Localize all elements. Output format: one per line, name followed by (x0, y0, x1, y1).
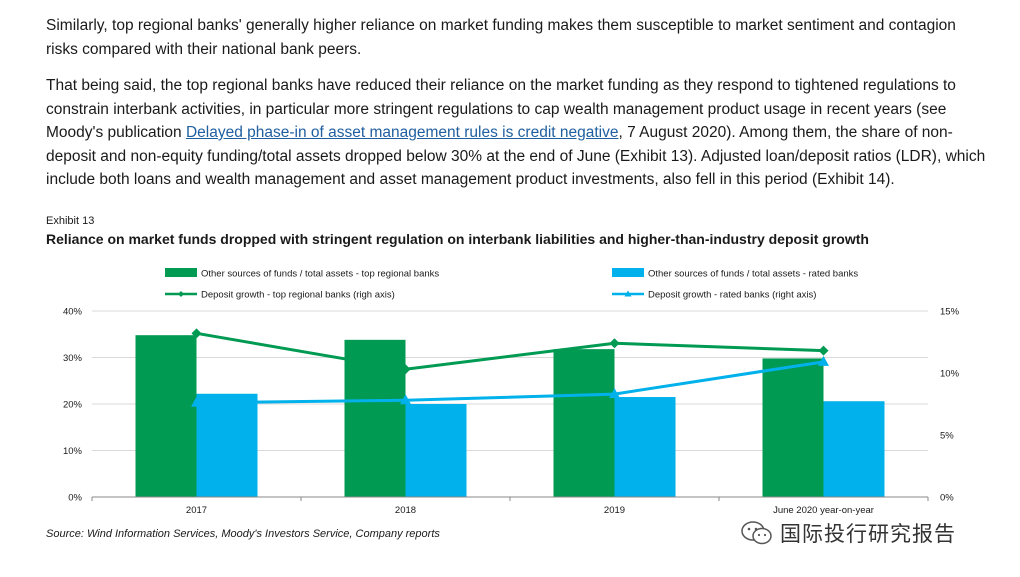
legend-label: Deposit growth - rated banks (right axis… (648, 290, 816, 301)
y-left-tick-label: 0% (68, 493, 82, 504)
watermark: 国际投行研究报告 (740, 518, 956, 548)
line-point (400, 364, 411, 375)
y-left-tick-label: 20% (63, 400, 83, 411)
y-right-tick-label: 10% (940, 369, 960, 380)
y-left-tick-label: 30% (63, 353, 83, 364)
bar (823, 401, 885, 497)
paragraph-text-end: , 7 August 2020). Among them, the share … (46, 124, 986, 188)
x-tick-label: 2018 (395, 505, 416, 516)
legend-swatch (165, 268, 197, 277)
publication-link[interactable]: Delayed phase-in of asset management rul… (185, 124, 619, 141)
intro-paragraph: Similarly, top regional banks' generally… (46, 17, 956, 58)
chart-source: Source: Wind Information Services, Moody… (46, 528, 440, 540)
line-point (818, 345, 829, 356)
legend-label: Deposit growth - top regional banks (rig… (201, 290, 395, 301)
y-right-tick-label: 15% (940, 307, 960, 318)
line-point (818, 355, 829, 366)
exhibit-label: Exhibit 13 (46, 215, 95, 227)
legend-marker (178, 291, 184, 297)
x-tick-label: June 2020 year-on-year (773, 505, 874, 516)
y-left-tick-label: 40% (63, 307, 83, 318)
bar (196, 393, 258, 497)
bar (614, 397, 676, 497)
bar (762, 358, 824, 497)
x-tick-label: 2017 (186, 505, 207, 516)
y-right-tick-label: 0% (940, 493, 954, 504)
line-point (609, 338, 620, 349)
series-line (196, 331, 824, 371)
line-point (400, 394, 411, 405)
legend-label: Other sources of funds / total assets - … (201, 269, 439, 280)
line-point (191, 396, 202, 407)
y-left-tick-label: 10% (63, 446, 83, 457)
watermark-text: 国际投行研究报告 (780, 522, 956, 546)
wechat-icon (741, 521, 772, 545)
line-point (609, 388, 620, 399)
legend-swatch (612, 268, 644, 277)
legend-marker (624, 290, 632, 297)
x-tick-label: 2019 (604, 505, 625, 516)
funding-chart: Other sources of funds / total assets - … (63, 268, 960, 516)
legend-label: Other sources of funds / total assets - … (648, 269, 858, 280)
body-paragraph: That being said, the top regional banks … (46, 74, 986, 192)
bar (405, 404, 467, 497)
exhibit-title: Reliance on market funds dropped with st… (46, 231, 869, 247)
y-right-tick-label: 5% (940, 431, 954, 442)
bar (135, 335, 197, 497)
paragraph-text-start: That being said, the top regional banks … (46, 77, 956, 141)
series-line (196, 360, 824, 405)
bar (553, 349, 615, 497)
line-point (191, 328, 202, 339)
